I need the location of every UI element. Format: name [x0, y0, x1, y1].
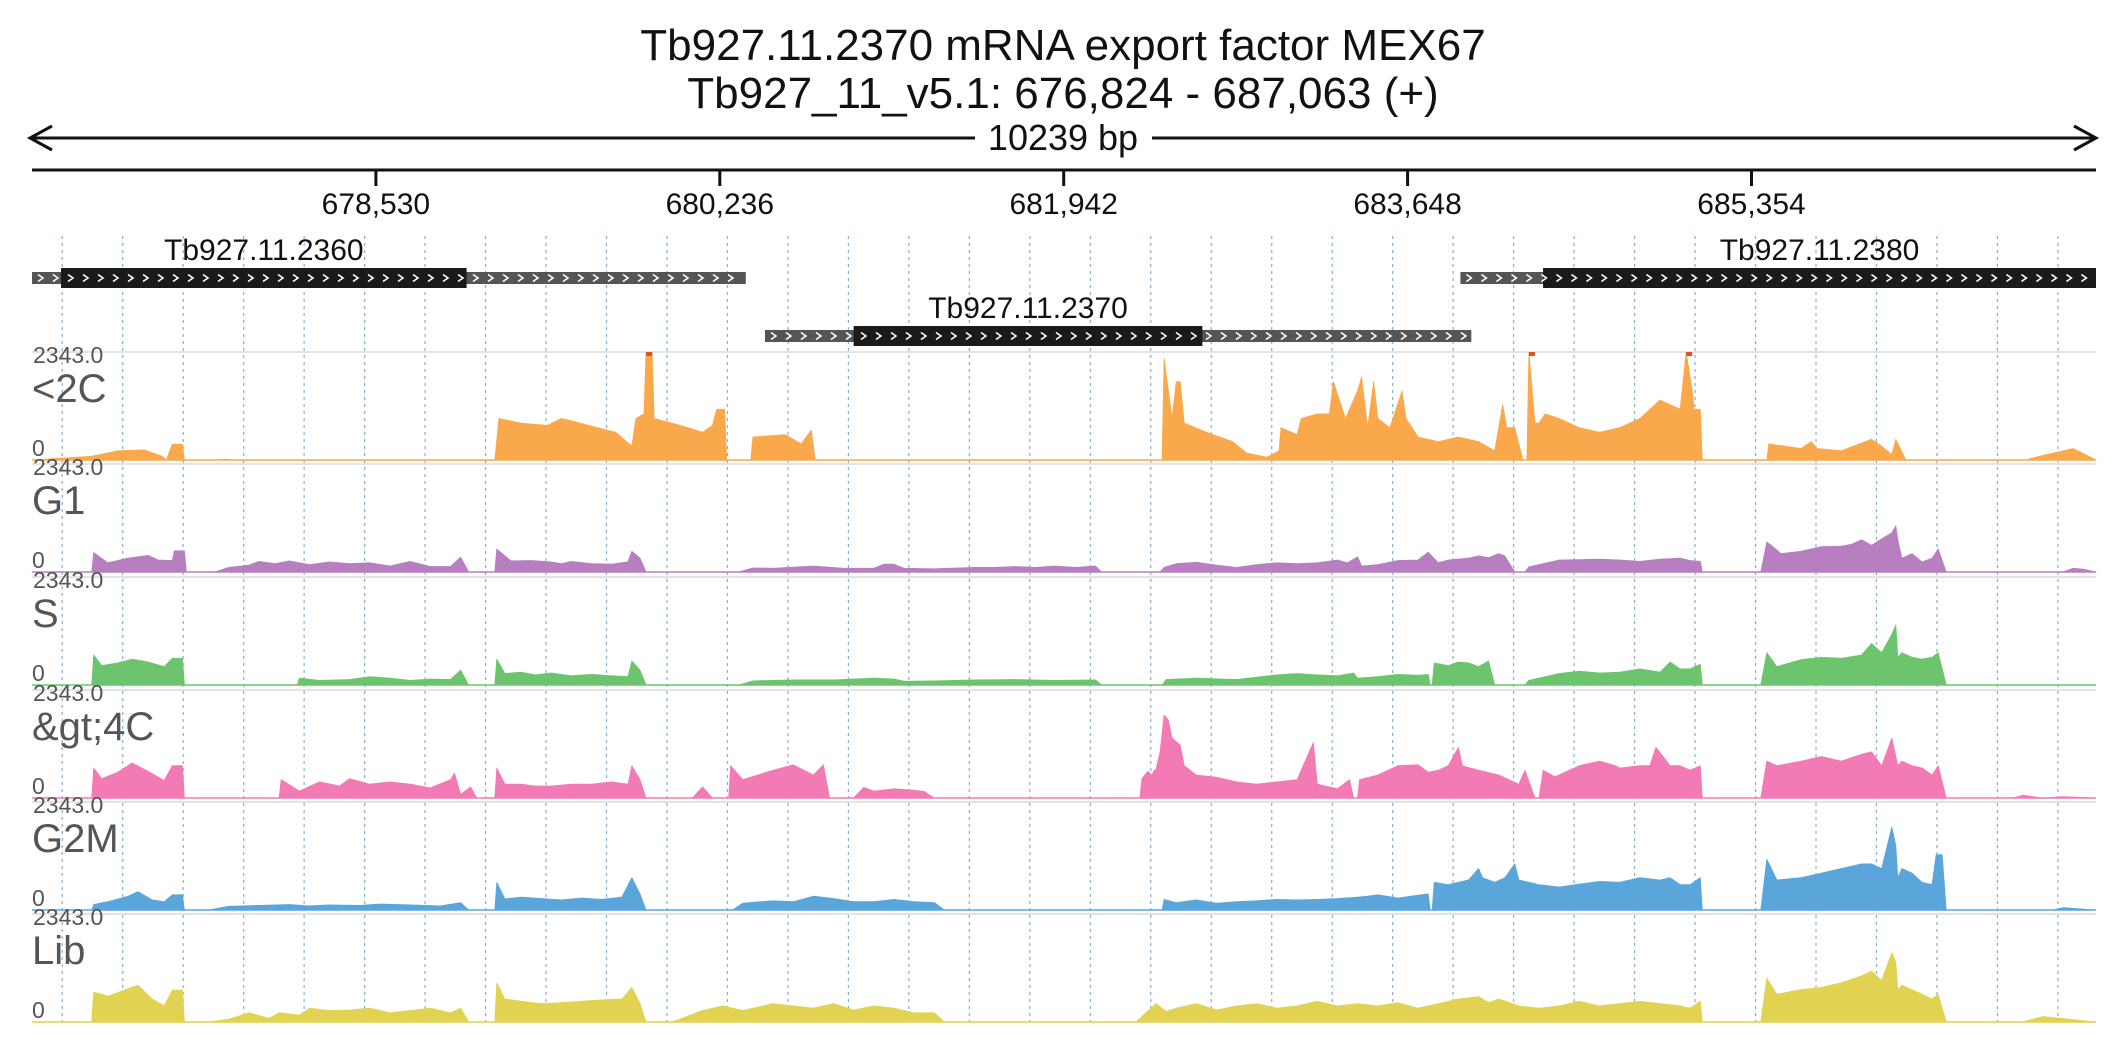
span-length-label: 10239 bp: [988, 117, 1138, 158]
track-zero-label: 0: [32, 885, 45, 911]
track-name-label: G1: [32, 479, 85, 523]
coverage-track-1: 2343.0G1 0: [31, 454, 2097, 573]
track-name-label: Lib: [32, 929, 85, 973]
clipped-marker: [646, 352, 653, 356]
coverage-track-2: 2343.0S 0: [31, 567, 2097, 686]
track-max-label: 2343.0: [33, 792, 103, 818]
coverage-area: [31, 826, 2097, 911]
gene-label: Tb927.11.2360: [164, 234, 364, 267]
gene-cds-bar: [853, 326, 1203, 346]
track-max-label: 2343.0: [33, 680, 103, 706]
gene-cds-bar: [1543, 268, 2096, 288]
track-max-label: 2343.0: [33, 904, 103, 930]
span-arrow: 10239 bp: [26, 117, 2100, 158]
arrow-left-icon: [26, 124, 53, 152]
clipped-marker: [1528, 352, 1535, 356]
track-name-label: <2C: [32, 367, 107, 411]
track-zero-label: 0: [32, 547, 45, 573]
track-name-label: S: [32, 592, 59, 636]
chart-subtitle: Tb927_11_v5.1: 676,824 - 687,063 (+): [687, 69, 1438, 118]
track-max-label: 2343.0: [33, 454, 103, 480]
ruler-tick-label: 683,648: [1353, 188, 1461, 221]
gene-label: Tb927.11.2370: [928, 292, 1128, 325]
gene-track: Tb927.11.2360 Tb927.11.2370 Tb927.11.2380: [32, 234, 2096, 346]
track-max-label: 2343.0: [33, 342, 103, 368]
strand-arrow-icon: [770, 331, 1468, 341]
gene-label: Tb927.11.2380: [1720, 234, 1920, 267]
ruler-ticks: 678,530 680,236 681,942 683,648 685,354: [322, 170, 1806, 221]
strand-arrow-icon: [37, 273, 735, 283]
track-name-label: &gt;4C: [32, 705, 154, 749]
gene-cds-bar: [61, 268, 467, 288]
track-name-label: G2M: [32, 817, 119, 861]
coverage-area: [31, 714, 2097, 799]
coverage-area: [31, 525, 2097, 573]
ruler-tick-label: 681,942: [1009, 188, 1117, 221]
coverage-track-3: 2343.0&gt;4C 0: [31, 680, 2097, 799]
ruler-tick-label: 678,530: [322, 188, 430, 221]
track-zero-label: 0: [32, 773, 45, 799]
vertical-gridlines: [61, 236, 2059, 1022]
ruler-tick-label: 680,236: [666, 188, 774, 221]
track-zero-label: 0: [32, 435, 45, 461]
coverage-track-0: 2343.0<2C 0: [31, 342, 2097, 461]
track-zero-label: 0: [32, 660, 45, 686]
track-zero-label: 0: [32, 997, 45, 1023]
coverage-tracks: 2343.0<2C02343.0G102343.0S02343.0&gt;4C0…: [31, 342, 2097, 1023]
clipped-marker: [1686, 352, 1693, 356]
coverage-area: [31, 952, 2097, 1023]
arrow-right-icon: [2073, 124, 2100, 152]
chart-title: Tb927.11.2370 mRNA export factor MEX67: [640, 21, 1485, 70]
coverage-area: [31, 351, 2097, 461]
ruler-tick-label: 685,354: [1697, 188, 1805, 221]
track-max-label: 2343.0: [33, 567, 103, 593]
coverage-area: [31, 624, 2097, 686]
strand-arrow-icon: [1465, 273, 2088, 283]
